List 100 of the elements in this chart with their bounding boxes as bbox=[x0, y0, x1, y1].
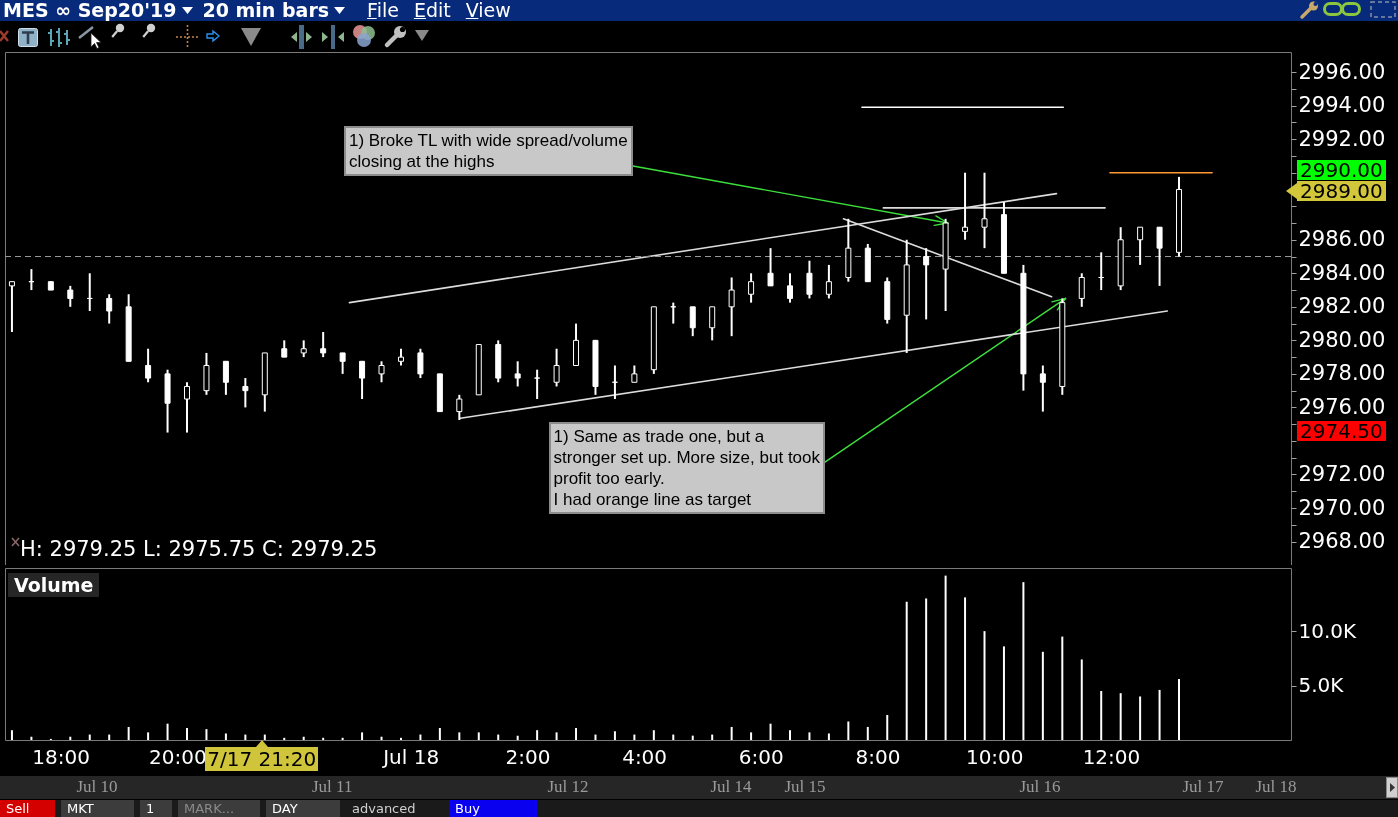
bar bbox=[108, 734, 111, 740]
y-tick-label: 2992.00 bbox=[1298, 126, 1386, 151]
bar bbox=[361, 732, 364, 740]
text: MARK... bbox=[178, 800, 260, 817]
bar bbox=[283, 737, 286, 740]
candlestick bbox=[1137, 226, 1144, 266]
candlestick bbox=[981, 171, 988, 250]
y-tick-label: 2972.00 bbox=[1298, 461, 1386, 486]
bar bbox=[1080, 659, 1083, 740]
bar bbox=[205, 729, 208, 740]
bar bbox=[594, 734, 597, 740]
bar bbox=[1002, 646, 1005, 740]
candlestick bbox=[689, 305, 696, 338]
bar bbox=[905, 601, 908, 740]
text: File bbox=[367, 0, 399, 21]
text: 2990.00 bbox=[1297, 158, 1386, 182]
bar bbox=[555, 732, 558, 740]
candlestick bbox=[320, 330, 327, 359]
bar bbox=[1139, 696, 1142, 740]
x-tick-label: Jul 18 bbox=[381, 744, 440, 769]
bar bbox=[964, 597, 967, 740]
y-tick-label: 2980.00 bbox=[1298, 327, 1386, 352]
text: DAY bbox=[266, 800, 340, 817]
candlestick bbox=[184, 381, 191, 434]
bar bbox=[186, 728, 189, 740]
text: advanced bbox=[351, 800, 417, 817]
bar bbox=[497, 734, 500, 740]
bar bbox=[88, 734, 91, 740]
bar bbox=[808, 732, 811, 740]
candlestick bbox=[222, 360, 229, 396]
candlestick bbox=[728, 276, 735, 338]
candlestick bbox=[242, 377, 249, 409]
candlestick bbox=[806, 259, 813, 300]
x-tick-label: 12:00 bbox=[1082, 744, 1141, 769]
candlestick bbox=[339, 351, 346, 375]
bar bbox=[224, 733, 227, 740]
candlestick bbox=[748, 272, 755, 304]
candlestick bbox=[359, 360, 366, 401]
text: MES ∞ Sep20'19 bbox=[3, 0, 177, 21]
text: Sell bbox=[0, 800, 55, 817]
bar bbox=[652, 730, 655, 740]
candlestick bbox=[106, 293, 113, 325]
candlestick bbox=[786, 272, 793, 304]
bar bbox=[925, 598, 928, 740]
y-tick-label: 5.0K bbox=[1298, 673, 1345, 698]
bar bbox=[866, 726, 869, 740]
bar bbox=[633, 734, 636, 740]
bar bbox=[10, 730, 13, 740]
candlestick bbox=[923, 247, 930, 321]
candlestick bbox=[534, 368, 541, 401]
text: Jul 11 bbox=[312, 777, 353, 797]
text: Buy bbox=[449, 800, 537, 817]
y-tick-label: 2994.00 bbox=[1298, 93, 1386, 118]
candlestick bbox=[709, 305, 716, 342]
candlestick bbox=[378, 360, 385, 384]
bar bbox=[827, 733, 830, 740]
candlestick bbox=[8, 280, 15, 333]
candlestick bbox=[456, 393, 463, 421]
bar bbox=[1158, 689, 1161, 740]
text: 2974.50 bbox=[1297, 419, 1386, 443]
bar bbox=[322, 737, 325, 740]
text: Jul 10 bbox=[76, 777, 118, 797]
bar bbox=[147, 732, 150, 740]
y-tick-label: 2984.00 bbox=[1298, 260, 1386, 285]
bar bbox=[1061, 636, 1064, 740]
text: Jul 18 bbox=[1255, 777, 1297, 797]
x-tick-label: 8:00 bbox=[855, 744, 901, 769]
y-tick-label: 2970.00 bbox=[1298, 495, 1386, 520]
text: Jul 14 bbox=[710, 777, 752, 797]
candlestick bbox=[767, 247, 774, 287]
bar bbox=[127, 726, 130, 740]
x-tick-label: 6:00 bbox=[738, 744, 784, 769]
bar bbox=[730, 726, 733, 740]
bar bbox=[477, 732, 480, 740]
text: 20 min bars bbox=[202, 0, 330, 21]
bar bbox=[341, 737, 344, 740]
bar bbox=[613, 731, 616, 740]
candlestick bbox=[67, 284, 74, 308]
bar bbox=[419, 734, 422, 740]
bar bbox=[438, 728, 441, 740]
candlestick bbox=[553, 347, 560, 388]
x-tick-label: 20:00 bbox=[148, 744, 207, 769]
y-tick-label: 2986.00 bbox=[1298, 227, 1386, 252]
text: Jul 17 bbox=[1182, 777, 1224, 797]
annotation: 1) Same as trade one, but a stronger set up. More size, but took profit too early. I had orange line as target bbox=[548, 422, 826, 515]
candlestick bbox=[1156, 226, 1163, 287]
y-tick-label: 2976.00 bbox=[1298, 394, 1386, 419]
bar bbox=[769, 723, 772, 740]
text: Edit bbox=[413, 0, 451, 21]
bar bbox=[1022, 582, 1025, 740]
bar bbox=[1041, 651, 1044, 740]
bar bbox=[1119, 693, 1122, 740]
bar bbox=[575, 728, 578, 740]
x-tick-label: 2:00 bbox=[505, 744, 551, 769]
y-tick-label: 10.0K bbox=[1298, 618, 1358, 643]
candlestick bbox=[962, 171, 969, 241]
bar bbox=[263, 734, 266, 740]
candlestick bbox=[1039, 364, 1046, 413]
chart-title: Volume bbox=[8, 573, 100, 597]
candlestick bbox=[514, 360, 521, 388]
